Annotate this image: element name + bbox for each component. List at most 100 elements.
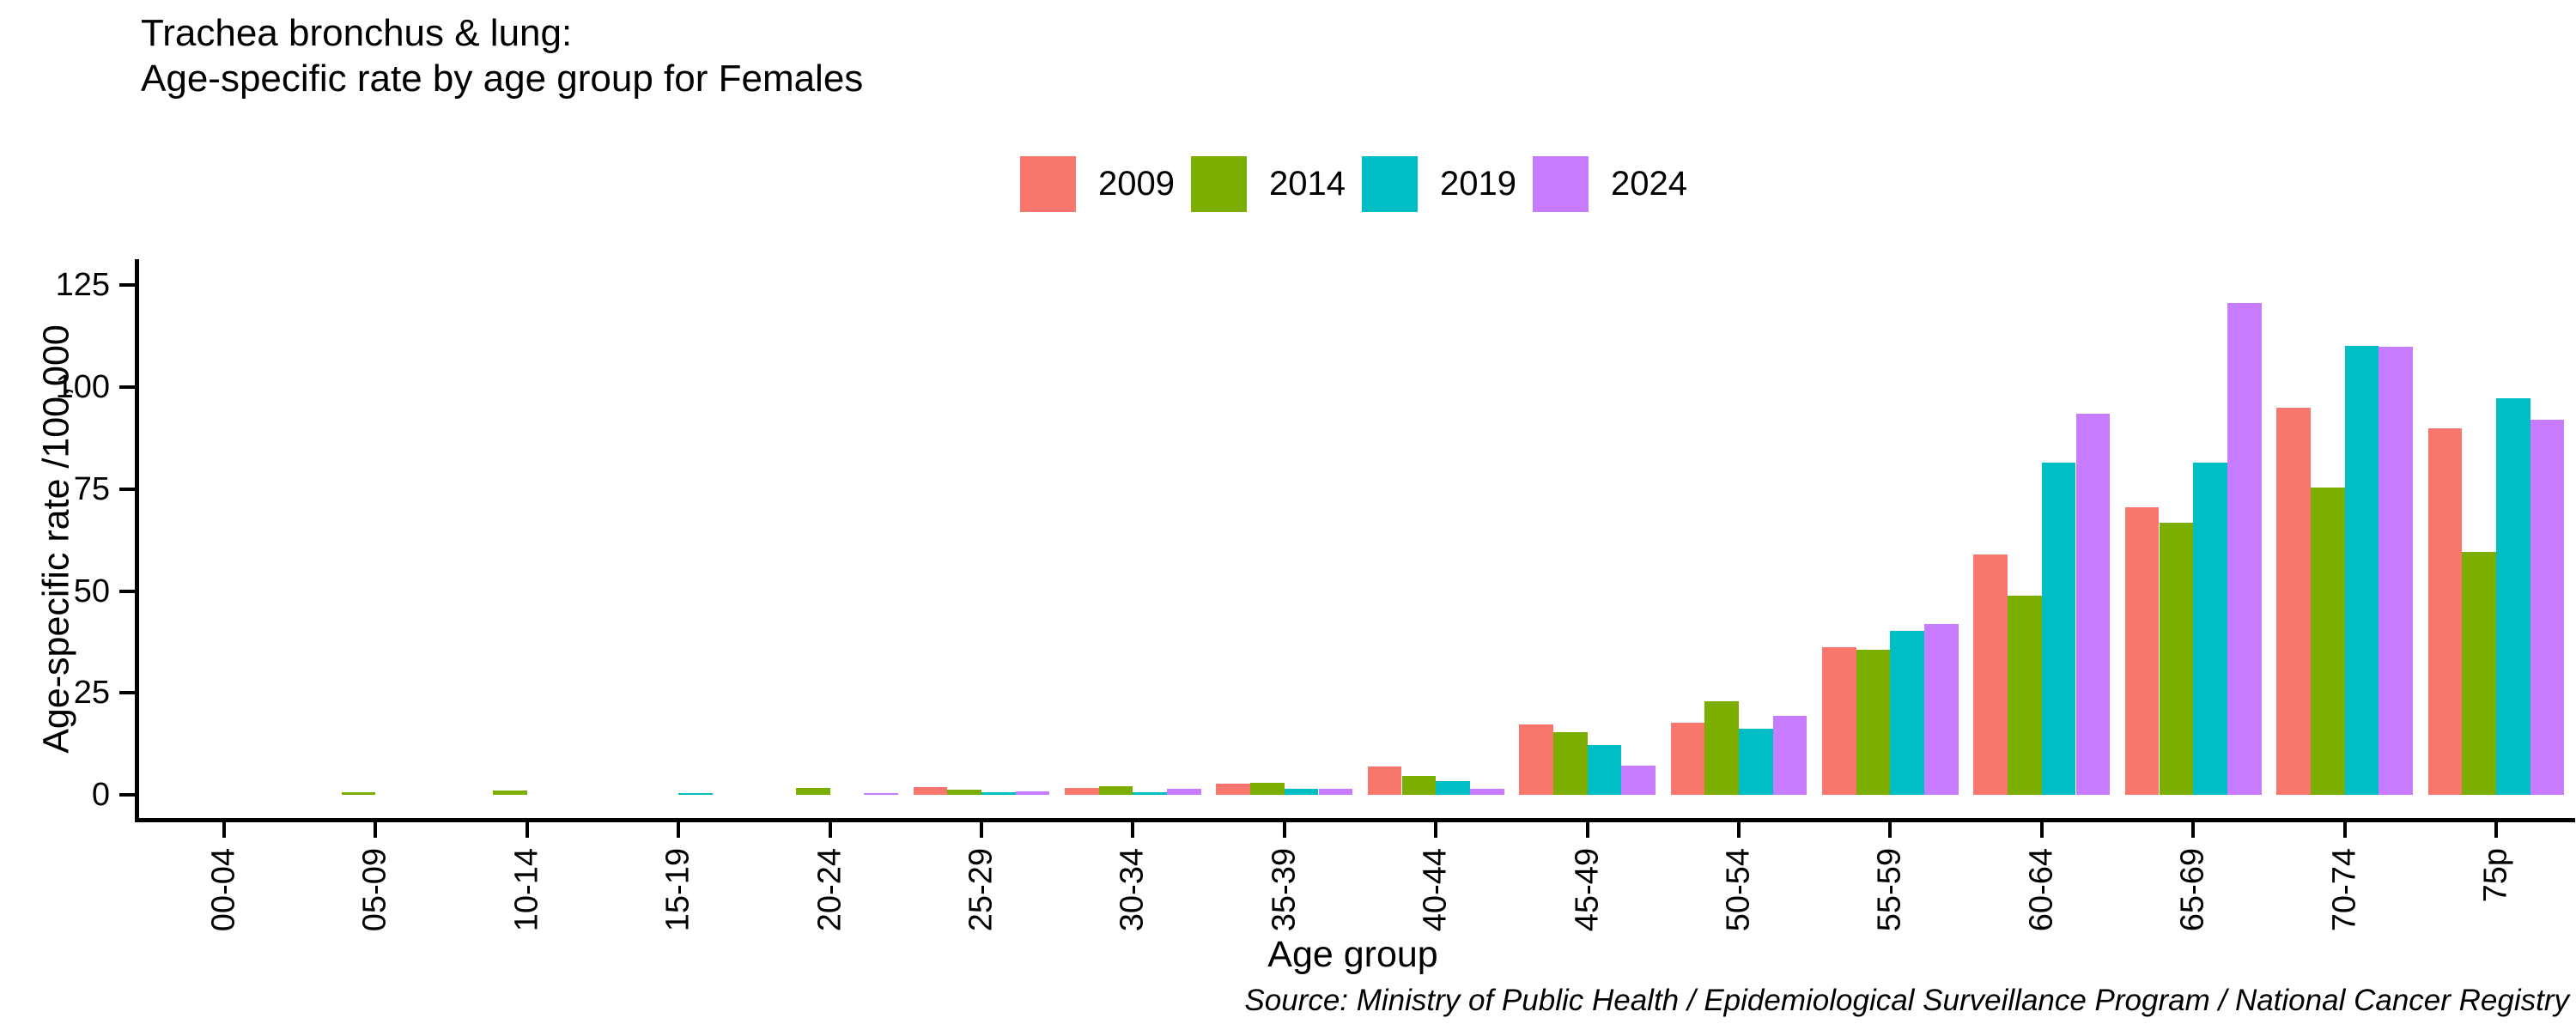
bar-2014-50-54 [1704,701,1739,795]
x-axis-title: Age group [1267,934,1438,975]
bar-2009-35-39 [1216,784,1251,795]
bar-2014-10-14 [493,791,527,795]
bar-2014-75p [2462,551,2496,795]
legend-item-2024: 2024 [1532,156,1687,212]
bar-2009-40-44 [1367,766,1402,795]
x-axis-tick-label-text: 40-44 [1417,848,1454,932]
bar-2014-40-44 [1401,775,1437,795]
source-note: Source: Ministry of Public Health / Epid… [1244,984,2569,1017]
bar-2019-30-34 [1133,791,1168,795]
bar-2009-45-49 [1519,724,1553,795]
legend-label: 2009 [1098,165,1175,203]
x-axis-tick [980,822,983,838]
y-axis-tick-label: 50 [73,573,110,609]
bar-2014-20-24 [795,788,830,795]
bar-2024-75p [2530,419,2565,795]
bar-2019-40-44 [1436,780,1470,795]
y-axis-tick [119,589,135,593]
legend-swatch-2024 [1532,156,1589,212]
x-axis-tick [2039,822,2044,838]
bar-2009-75p [2427,428,2463,795]
bar-2014-60-64 [2008,596,2042,795]
legend-item-2014: 2014 [1190,156,1346,212]
bar-2009-25-29 [913,787,948,795]
bar-2019-60-64 [2041,462,2076,795]
x-axis-tick-label-text: 05-09 [356,848,393,932]
y-axis-tick [119,691,135,695]
bar-2024-65-69 [2227,302,2262,795]
bar-2024-25-29 [1015,791,1050,795]
y-axis-title-text: Age-specific rate /100,000 [35,324,77,754]
bar-2019-65-69 [2193,462,2227,795]
bar-2024-70-74 [2379,346,2413,795]
y-axis-tick-label: 125 [55,267,110,304]
x-axis-tick [1434,822,1438,838]
x-axis-tick-label-text: 45-49 [1569,848,1606,932]
x-axis-tick-label-text: 50-54 [1720,848,1757,932]
x-axis-tick [828,822,832,838]
bar-2009-65-69 [2124,506,2160,795]
bar-2024-60-64 [2075,413,2111,795]
bar-2019-45-49 [1587,744,1622,795]
y-axis-tick [119,283,135,288]
bar-2009-70-74 [2276,407,2311,795]
bar-2009-50-54 [1670,723,1705,795]
x-axis-tick-label-text: 60-64 [2023,848,2060,932]
legend: 2009 2014 2019 2024 [1020,156,1687,212]
bar-2024-35-39 [1318,789,1353,795]
legend-label: 2014 [1268,165,1346,203]
bar-2014-70-74 [2310,488,2345,795]
chart-title-line2: Age-specific rate by age group for Femal… [141,58,864,100]
bar-2024-45-49 [1621,765,1656,795]
bar-2014-30-34 [1098,786,1133,795]
chart-title: Trachea bronchus & lung: Age-specific ra… [141,10,863,101]
y-axis-tick-label: 0 [91,777,110,813]
x-axis-tick [677,822,681,838]
y-axis-tick-label: 100 [55,369,110,405]
bar-2014-35-39 [1250,782,1285,795]
bar-2019-35-39 [1284,789,1319,795]
bar-2019-50-54 [1739,728,1773,795]
x-axis-tick-label-text: 00-04 [205,848,242,932]
x-axis-tick [222,822,226,838]
x-axis-tick-label-text: 65-69 [2174,848,2211,932]
bar-2009-30-34 [1065,788,1099,795]
bar-2019-70-74 [2344,345,2379,795]
bar-2019-55-59 [1890,630,1925,795]
bar-2014-05-09 [341,791,376,795]
x-axis-tick-label-text: 25-29 [963,848,999,932]
x-axis-tick [2342,822,2347,838]
x-axis-tick [1585,822,1589,838]
x-axis-tick-label-text: 20-24 [811,848,848,932]
legend-swatch-2014 [1190,156,1247,212]
x-axis-tick [2191,822,2196,838]
bar-2024-20-24 [864,793,898,795]
legend-swatch-2009 [1020,156,1076,212]
x-axis-tick [525,822,529,838]
bar-2014-65-69 [2159,523,2194,795]
y-axis-tick-label: 75 [73,470,110,507]
plot-panel [135,259,2575,822]
bar-2009-55-59 [1822,647,1856,795]
bar-2014-25-29 [947,790,981,795]
bar-2019-75p [2496,397,2530,795]
bar-2024-55-59 [1924,623,1959,795]
x-axis-tick [1282,822,1286,838]
x-axis-tick-label-text: 55-59 [1871,848,1908,932]
legend-label: 2024 [1610,165,1687,203]
x-axis-tick [374,822,378,838]
x-axis-tick-label-text: 70-74 [2326,848,2363,932]
y-axis-tick [119,385,135,389]
x-axis-tick [1888,822,1893,838]
bar-2024-40-44 [1469,788,1504,795]
x-axis-tick [1737,822,1741,838]
bar-2014-55-59 [1856,649,1891,795]
bar-2019-25-29 [981,792,1016,795]
bar-2009-60-64 [1973,554,2008,795]
legend-item-2009: 2009 [1020,156,1175,212]
x-axis-tick-label-text: 35-39 [1266,848,1303,932]
x-axis-tick-label-text: 30-34 [1114,848,1151,932]
legend-swatch-2019 [1361,156,1418,212]
